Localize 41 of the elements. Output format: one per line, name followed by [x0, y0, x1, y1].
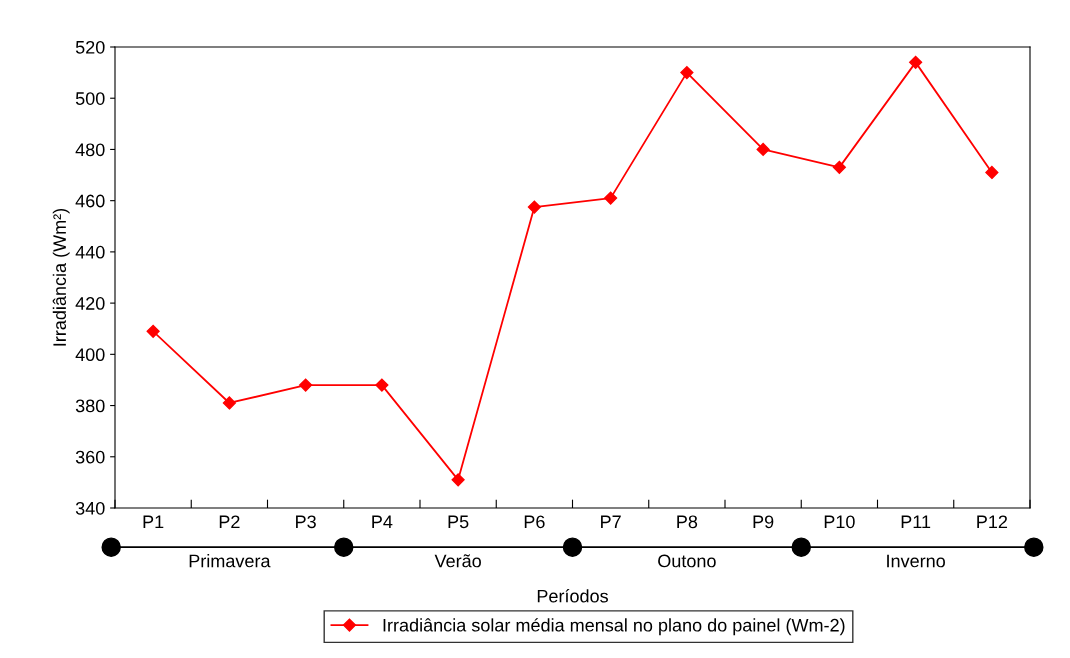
point — [299, 378, 313, 392]
point — [222, 396, 236, 410]
x-tick-label: P3 — [296, 515, 316, 529]
y-tick-label: 500 — [75, 92, 105, 105]
y-tick-label: 520 — [75, 40, 105, 54]
y-axis-title: Irradiância (Wm²) — [52, 208, 70, 346]
text: Outono — [658, 554, 716, 568]
y-tick-label: 460 — [75, 194, 105, 208]
point — [756, 142, 770, 157]
text: Inverno — [887, 554, 945, 568]
point — [527, 200, 541, 214]
x-tick-label: P7 — [601, 515, 621, 528]
point — [832, 160, 846, 174]
point — [375, 378, 389, 392]
x-axis-title: Períodos — [537, 589, 608, 603]
x-tick-label: P12 — [977, 515, 1008, 528]
y-tick-label: 440 — [75, 245, 105, 259]
point — [909, 55, 923, 69]
x-tick-label: P9 — [753, 515, 774, 529]
y-tick-label: 420 — [75, 297, 105, 310]
x-tick-label: P5 — [448, 515, 469, 529]
y-tick-label: 360 — [75, 450, 105, 464]
point — [680, 66, 694, 80]
legend-label: Irradiância solar média mensal no plano do painel (Wm-2) — [383, 618, 845, 636]
x-tick-label: P11 — [901, 515, 931, 528]
point — [146, 324, 160, 338]
point — [451, 473, 465, 487]
point — [985, 165, 999, 180]
y-tick-label: 340 — [75, 501, 105, 515]
x-tick-label: P1 — [143, 515, 164, 528]
x-tick-label: P8 — [677, 515, 698, 529]
text: Primavera — [189, 554, 271, 568]
y-tick-label: 380 — [75, 399, 105, 413]
x-tick-label: P10 — [824, 515, 855, 529]
x-tick-label: P4 — [372, 515, 393, 528]
x-tick-label: P6 — [524, 515, 545, 529]
x-tick-label: P2 — [219, 515, 240, 528]
point — [604, 191, 618, 205]
text: Verão — [434, 554, 481, 568]
y-tick-label: 400 — [75, 348, 105, 362]
y-tick-label: 480 — [75, 143, 105, 157]
